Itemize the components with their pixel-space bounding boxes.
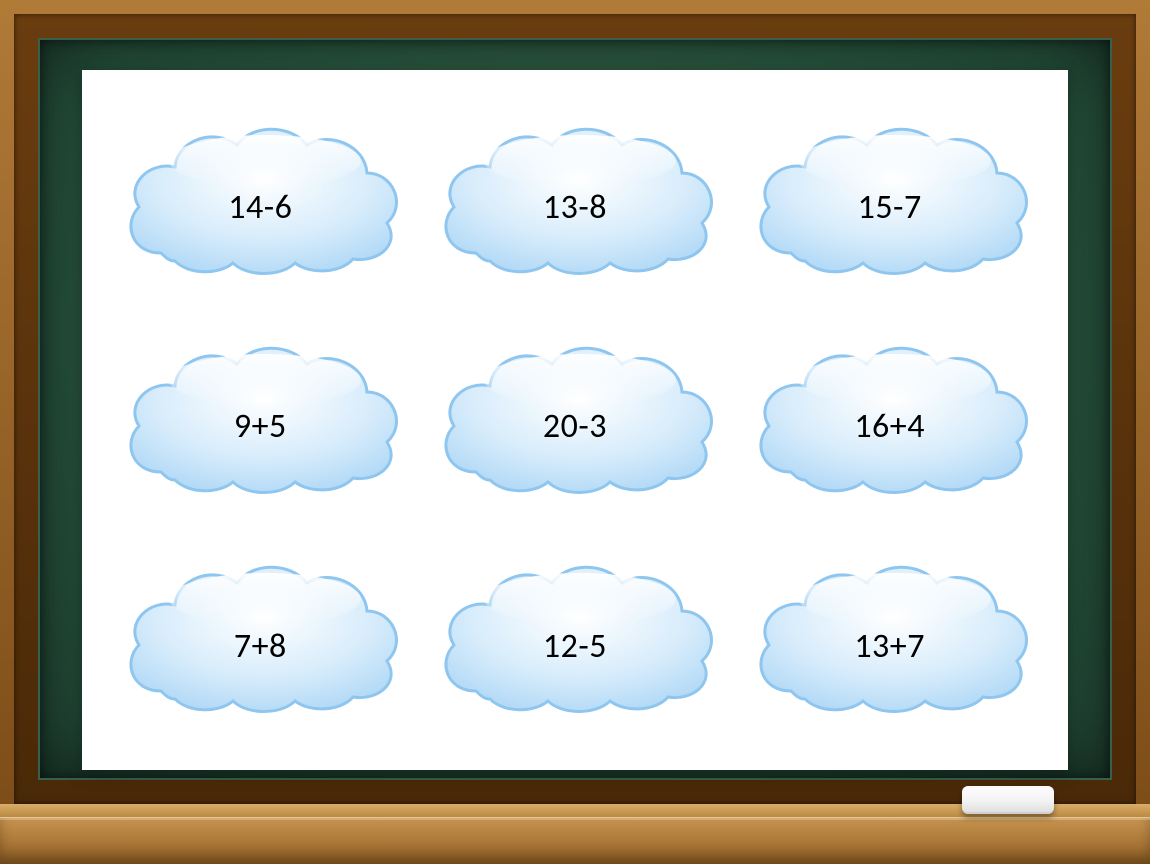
cloud-label: 7+8 xyxy=(234,626,287,667)
cloud-grid: 14-6 13-8 15-7 xyxy=(112,104,1038,736)
cloud-label: 15-7 xyxy=(858,187,922,228)
cloud-label: 16+4 xyxy=(854,406,925,447)
cloud-label: 12-5 xyxy=(543,626,607,667)
cloud-label: 9+5 xyxy=(234,406,287,447)
cloud-item: 16+4 xyxy=(745,330,1035,510)
cloud-item: 20-3 xyxy=(430,330,720,510)
eraser-icon xyxy=(962,786,1054,814)
cloud-item: 15-7 xyxy=(745,111,1035,291)
slide-panel: 14-6 13-8 15-7 xyxy=(82,70,1068,770)
cloud-item: 7+8 xyxy=(115,549,405,729)
cloud-label: 20-3 xyxy=(543,406,607,447)
cloud-label: 13+7 xyxy=(854,626,925,667)
cloud-item: 12-5 xyxy=(430,549,720,729)
cloud-label: 14-6 xyxy=(228,187,292,228)
cloud-item: 13+7 xyxy=(745,549,1035,729)
cloud-item: 14-6 xyxy=(115,111,405,291)
cloud-label: 13-8 xyxy=(543,187,607,228)
cloud-item: 9+5 xyxy=(115,330,405,510)
chalk-tray-front xyxy=(0,818,1150,864)
cloud-item: 13-8 xyxy=(430,111,720,291)
stage: 14-6 13-8 15-7 xyxy=(0,0,1150,864)
